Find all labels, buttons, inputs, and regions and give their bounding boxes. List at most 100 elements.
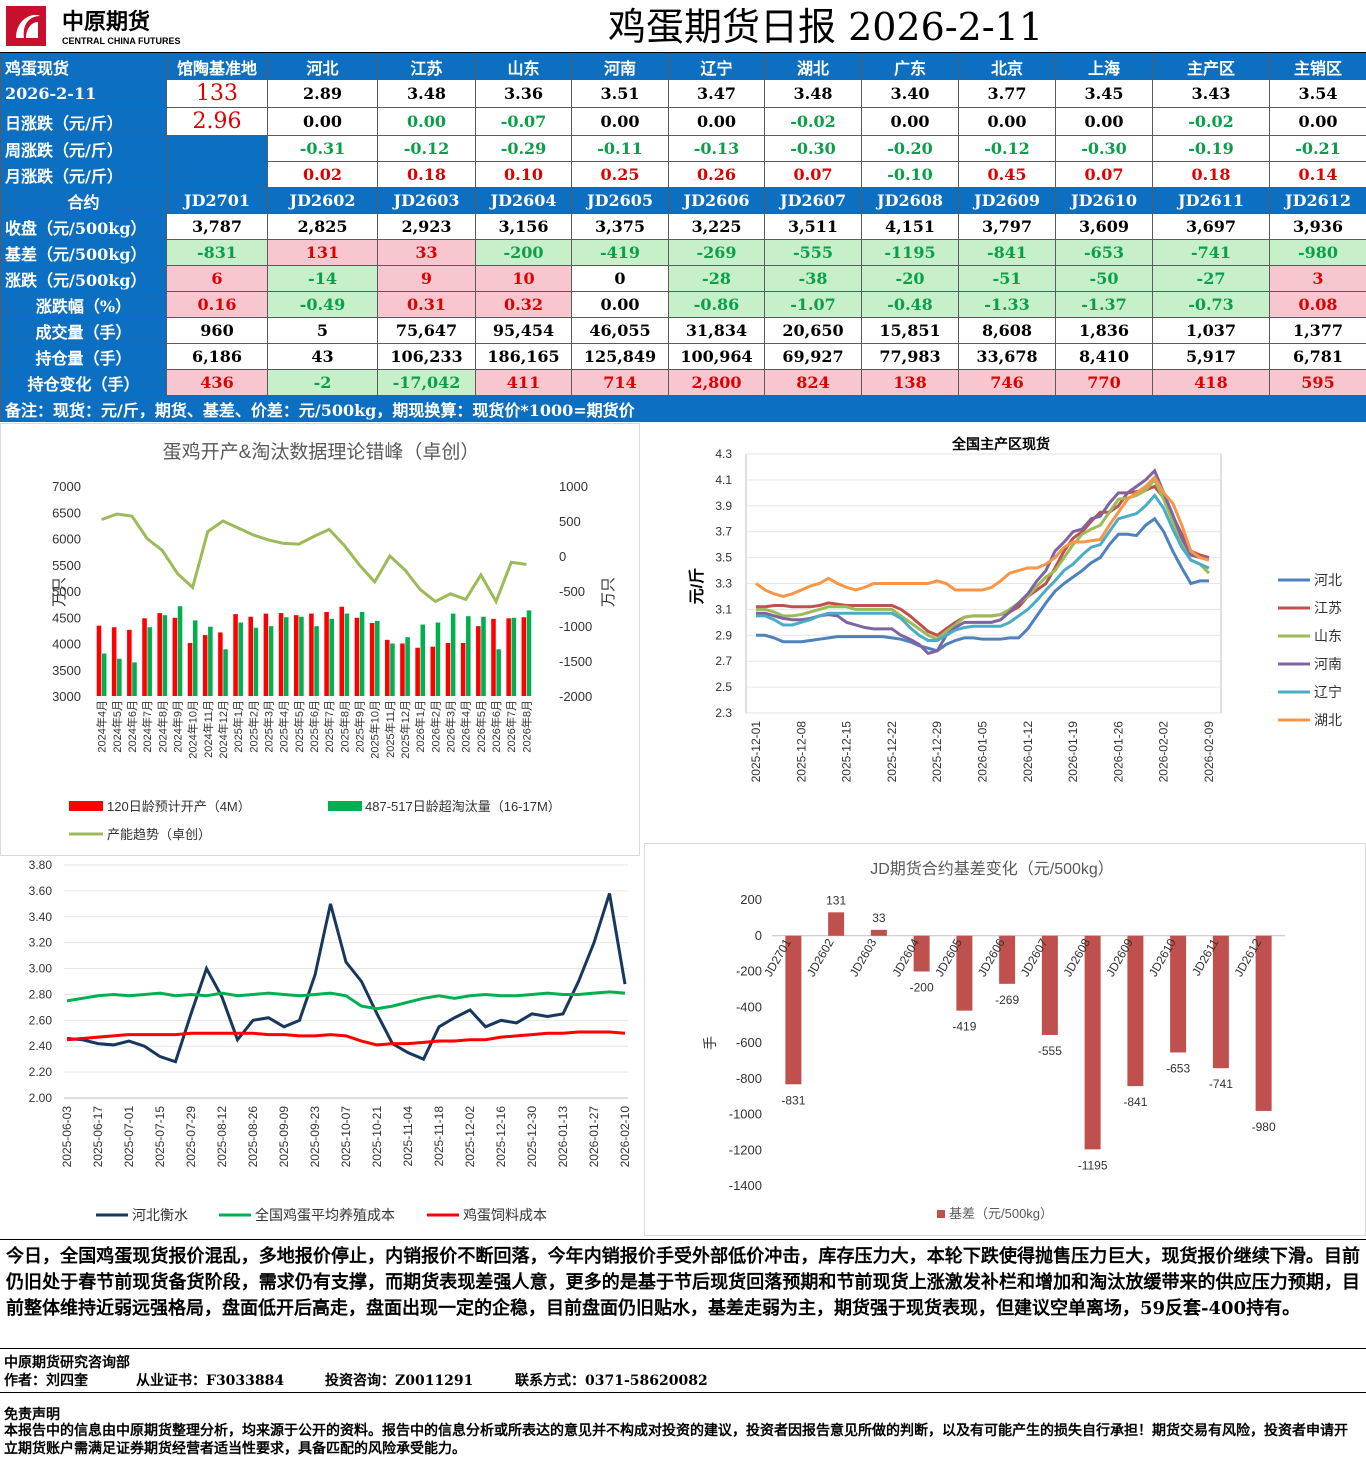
x-tick-label: 2024年7月 xyxy=(140,700,154,753)
cost-line-1 xyxy=(66,990,626,1011)
legend-label: 辽宁 xyxy=(1314,684,1342,700)
spot-line-4 xyxy=(756,493,1210,642)
x-tick-label: 2025-08-12 xyxy=(215,1106,229,1168)
oi-cell: 8,410 xyxy=(1055,343,1153,370)
y-tick-label: 6500 xyxy=(52,505,81,520)
x-tick-label: 2026年1月 xyxy=(413,700,427,753)
y-tick-label: 3.1 xyxy=(715,602,732,616)
cost-line-0 xyxy=(66,893,627,1064)
basis-cell: -653 xyxy=(1055,239,1153,266)
monthly-change-cell: 0.02 xyxy=(267,161,378,188)
volume-cell: 15,851 xyxy=(861,317,959,344)
weekly-change-cell: -0.11 xyxy=(571,135,669,162)
legend-label: 江苏 xyxy=(1314,600,1342,616)
legend-label: 河北衡水 xyxy=(132,1207,188,1223)
change-cell: -50 xyxy=(1055,265,1153,292)
monthly-change-cell: 0.25 xyxy=(571,161,669,188)
y-tick-label: 2.3 xyxy=(715,706,732,720)
x-tick-label: 2026年7月 xyxy=(504,700,518,753)
spot-weekly-row: 周涨跌（元/斤） -0.31 -0.12 -0.29 -0.11 -0.13 -0.30 -0… xyxy=(0,135,1366,162)
oichg-cell: 824 xyxy=(764,369,862,396)
culling-bar xyxy=(526,610,532,696)
y-tick-label: -600 xyxy=(736,1035,762,1050)
close-cell: 3,156 xyxy=(475,213,572,240)
weekly-change-cell: -0.29 xyxy=(475,135,572,162)
x-tick-label: 2025-09-09 xyxy=(277,1106,291,1168)
volume-cell: 960 xyxy=(166,317,268,344)
culling-bar xyxy=(101,653,107,696)
opening-bar xyxy=(521,617,527,696)
legend-label: 河南 xyxy=(1314,656,1342,672)
x-tick-label: 2024年4月 xyxy=(95,700,109,753)
y-tick-label: 3.7 xyxy=(715,525,732,539)
close-cell: 2,825 xyxy=(267,213,378,240)
spot-header-cell: 辽宁 xyxy=(668,53,765,80)
opening-bar xyxy=(218,632,223,696)
y-tick-label: 200 xyxy=(740,892,762,907)
oi-cell: 69,927 xyxy=(764,343,862,370)
pct-cell: -0.49 xyxy=(267,291,378,318)
x-tick-label: 2025年2月 xyxy=(246,700,260,753)
bar-value-label: 33 xyxy=(872,911,886,925)
row-label: 基差（元/500kg） xyxy=(0,239,167,266)
y-tick-label: 3.40 xyxy=(29,910,53,924)
volume-cell: 95,454 xyxy=(475,317,572,344)
culling-bar xyxy=(253,627,259,696)
spot-price-cell: 2.89 xyxy=(267,79,378,108)
weekly-change-cell: -0.31 xyxy=(267,135,378,162)
x-tick-label: 2024年9月 xyxy=(170,700,184,753)
y-tick-label: -400 xyxy=(736,999,762,1014)
x-tick-label: 2025年3月 xyxy=(261,700,275,753)
y-tick-label: 2.80 xyxy=(29,987,53,1001)
volume-cell: 31,834 xyxy=(668,317,765,344)
basis-cell: -831 xyxy=(166,239,268,266)
basis-row: 基差（元/500kg） -831 131 33 -200 -419 -269 -555 -119… xyxy=(0,239,1366,266)
close-cell: 3,375 xyxy=(571,213,669,240)
basis-bar xyxy=(785,935,802,1085)
opening-bar xyxy=(476,626,481,696)
x-tick-label: 2025-12-22 xyxy=(885,721,899,783)
x-tick-label: 2026-02-09 xyxy=(1202,721,1216,783)
x-tick-label: 2025年9月 xyxy=(353,700,367,753)
daily-change-cell: -0.02 xyxy=(1152,107,1270,136)
oichg-cell: -2 xyxy=(267,369,378,396)
cost-chart-panel: 3.80 3.60 3.40 3.20 3.00 2.80 2.60 2.40 2.20 2.00… xyxy=(0,856,640,1236)
opening-bar xyxy=(354,617,360,696)
volume-cell: 1,836 xyxy=(1055,317,1153,344)
volume-cell: 20,650 xyxy=(764,317,862,344)
close-cell: 2,923 xyxy=(377,213,476,240)
culling-bar xyxy=(344,613,350,696)
contract-row: 合约 JD2701 JD2602 JD2603 JD2604 JD2605 JD2606 JD… xyxy=(0,187,1366,214)
volume-cell: 5 xyxy=(267,317,378,344)
contract-cell: JD2607 xyxy=(764,187,862,214)
spot-header-cell: 鸡蛋现货 xyxy=(0,53,167,80)
note-row: 备注：现货：元/斤，期货、基差、价差：元/500kg，期现换算：现货价*1000… xyxy=(0,395,1366,422)
bar-value-label: -841 xyxy=(1123,1095,1147,1109)
y-tick-label: 3500 xyxy=(52,663,81,678)
oichg-cell: 714 xyxy=(571,369,669,396)
spot-header-cell: 湖北 xyxy=(764,53,862,80)
spot-header-cell: 江苏 xyxy=(377,53,476,80)
basis-cell: -741 xyxy=(1152,239,1270,266)
market-commentary: 今日，全国鸡蛋现货报价混乱，多地报价停止，内销报价不断回落，今年内销报价手受外部… xyxy=(0,1239,1366,1349)
close-cell: 3,511 xyxy=(764,213,862,240)
footer-divider xyxy=(0,1392,1366,1393)
change-cell: -38 xyxy=(764,265,862,292)
oichg-row: 持仓变化（手） 436 -2 -17,042 411 714 2,800 824 138 746 7… xyxy=(0,369,1366,396)
basis-bar xyxy=(1084,935,1101,1150)
bar-value-label: 131 xyxy=(826,893,846,907)
volume-cell: 1,037 xyxy=(1152,317,1270,344)
opening-bar xyxy=(127,629,132,696)
opening-bar xyxy=(157,613,162,696)
oichg-cell: 595 xyxy=(1269,369,1366,396)
culling-bar xyxy=(511,617,517,696)
author: 作者：刘四奎 xyxy=(4,1373,88,1389)
y-tick-label: 3.60 xyxy=(29,884,53,898)
report-header: 中原期货 CENTRAL CHINA FUTURES 鸡蛋期货日报 2026-2… xyxy=(0,0,1366,53)
x-tick-label: 2024年12月 xyxy=(216,700,230,759)
y-tick-label: 5500 xyxy=(52,558,81,573)
contract-cell: JD2603 xyxy=(377,187,476,214)
x-tick-label: 2024年11月 xyxy=(201,700,215,758)
y2-tick-label: -1500 xyxy=(559,654,592,669)
y-axis-label: 手 xyxy=(702,1036,718,1050)
